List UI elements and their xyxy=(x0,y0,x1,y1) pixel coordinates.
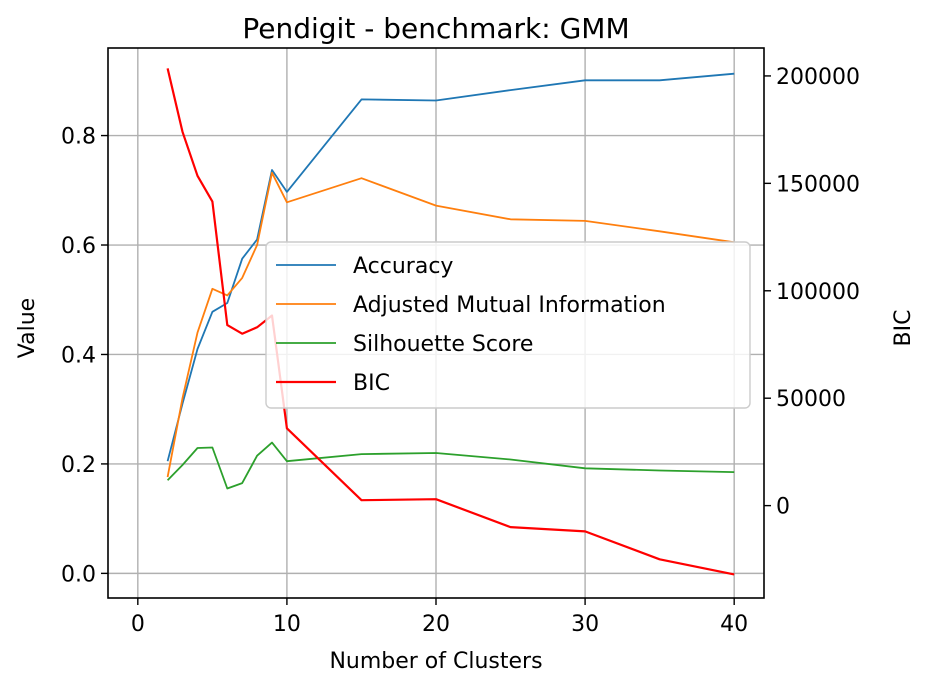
series-line-adjusted-mutual-information xyxy=(166,171,735,478)
x-tick-label: 10 xyxy=(273,612,301,637)
y2-tick-label: 200000 xyxy=(776,65,860,90)
legend-label-accuracy: Accuracy xyxy=(353,254,453,279)
legend-box xyxy=(265,241,751,409)
legend-label-silhouette-score: Silhouette Score xyxy=(353,332,533,357)
series-line-silhouette-score xyxy=(166,441,735,490)
y2-tick-label: 100000 xyxy=(776,280,860,305)
legend: Accuracy Adjusted Mutual Information Silho… xyxy=(265,241,751,409)
x-tick-label: 40 xyxy=(720,612,748,637)
x-tick-label: 30 xyxy=(571,612,599,637)
y-tick-label: 0.8 xyxy=(61,125,96,150)
x-axis-ticks: 0 10 20 30 40 xyxy=(131,598,748,637)
y2-axis-label: BIC xyxy=(891,310,916,347)
y-tick-label: 0.4 xyxy=(61,343,96,368)
chart-title: Pendigit - benchmark: GMM xyxy=(242,12,629,45)
y-tick-label: 0.6 xyxy=(61,234,96,259)
x-axis-label: Number of Clusters xyxy=(329,649,542,674)
y-tick-label: 0.2 xyxy=(61,453,96,478)
x-tick-label: 0 xyxy=(131,612,145,637)
x-tick-label: 20 xyxy=(422,612,450,637)
series-line-accuracy xyxy=(166,72,735,462)
y2-axis-ticks: 0 50000 100000 150000 200000 xyxy=(764,65,860,520)
y2-tick-label: 150000 xyxy=(776,172,860,197)
legend-label-bic: BIC xyxy=(353,371,390,396)
legend-label-adjusted-mutual-information: Adjusted Mutual Information xyxy=(353,293,666,318)
y2-tick-label: 0 xyxy=(776,495,790,520)
y2-tick-label: 50000 xyxy=(776,387,846,412)
y-tick-label: 0.0 xyxy=(61,562,96,587)
y-axis-label: Value xyxy=(15,298,40,358)
y-axis-ticks: 0.0 0.2 0.4 0.6 0.8 xyxy=(61,125,108,587)
